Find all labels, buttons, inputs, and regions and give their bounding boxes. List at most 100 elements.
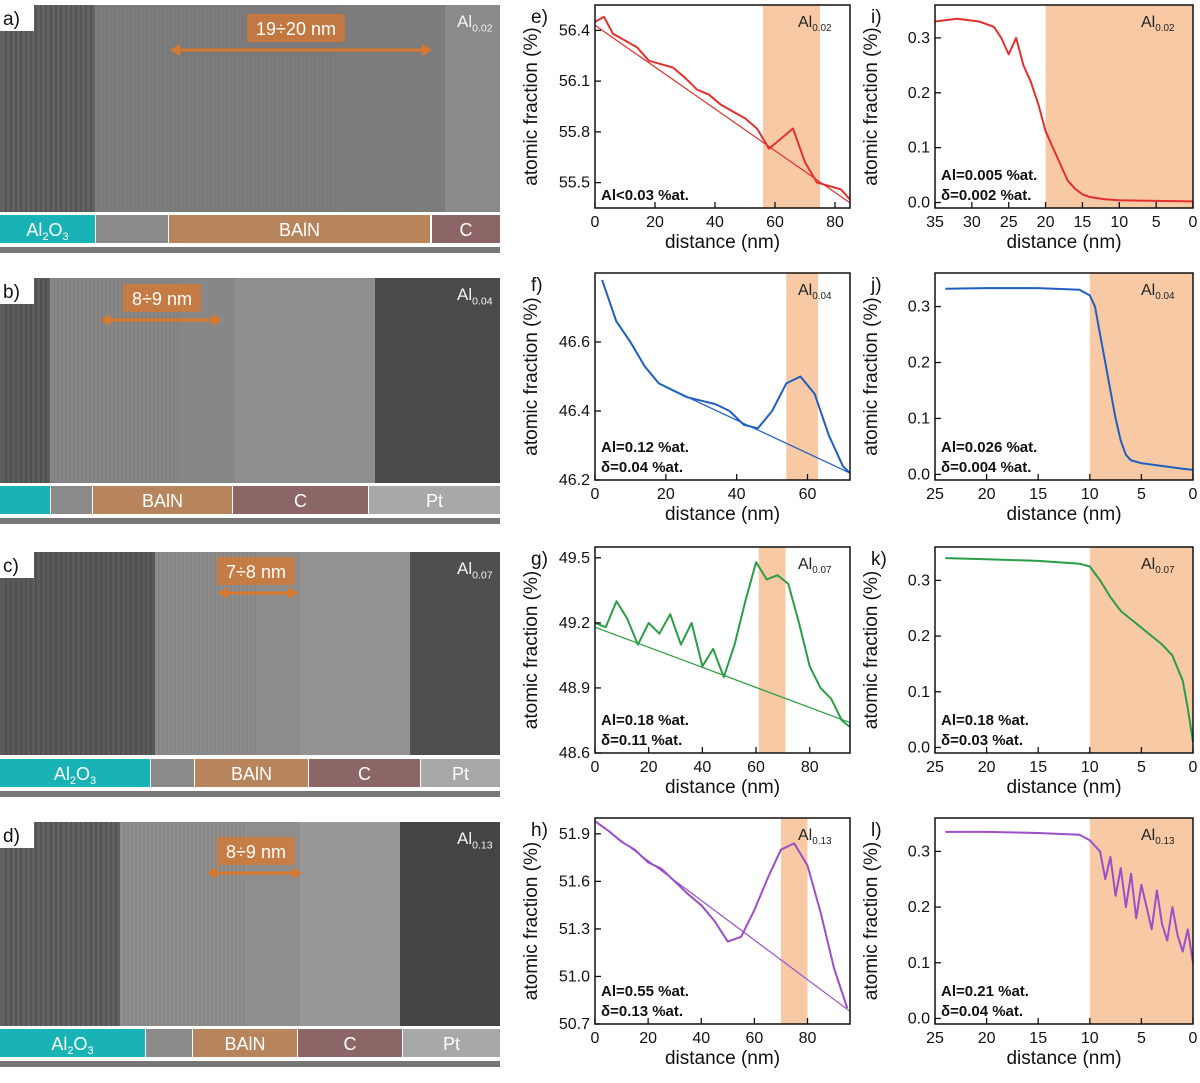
fit-line bbox=[672, 389, 851, 474]
layer-label: C bbox=[460, 220, 473, 240]
y-tick-label: 0.3 bbox=[908, 299, 930, 316]
layer-label-sub: 2 bbox=[67, 1045, 73, 1057]
sample-tag: Al0.04 bbox=[1141, 282, 1175, 302]
y-tick-label: 0.1 bbox=[908, 410, 930, 427]
sample-tag: Al0.02 bbox=[798, 14, 832, 34]
width-label-bg bbox=[123, 284, 201, 312]
x-tick-label: 40 bbox=[706, 214, 724, 231]
x-tick-label: 60 bbox=[747, 759, 765, 776]
layer-gap bbox=[146, 1029, 192, 1057]
sample-tag-sub: 0.04 bbox=[472, 295, 493, 307]
shaded-region bbox=[1045, 5, 1193, 208]
sample-tag: Al0.13 bbox=[1141, 827, 1175, 847]
shaded-region bbox=[786, 273, 819, 480]
layer-label: BAlN bbox=[142, 491, 183, 511]
y-tick-label: 51.9 bbox=[559, 826, 590, 843]
width-label: 19÷20 nm bbox=[256, 19, 336, 39]
y-axis-label: atomic fraction (%) bbox=[861, 571, 882, 729]
layer-label: BAlN bbox=[279, 220, 320, 240]
y-tick-label: 55.5 bbox=[559, 175, 590, 192]
width-arrow-head-right bbox=[212, 314, 222, 326]
y-tick-label: 55.8 bbox=[559, 124, 590, 141]
layer-c bbox=[233, 486, 368, 514]
sample-tag-sub: 0.07 bbox=[1155, 565, 1175, 576]
chart-h: 0 20 40 60 80 50.7 51.0 51.3 51.6 51.9 distance (n… bbox=[521, 817, 851, 1069]
x-axis-label: distance (nm) bbox=[1006, 777, 1121, 798]
annotation: δ=0.002 %at. bbox=[941, 187, 1031, 204]
layer-label-part: O bbox=[49, 220, 63, 240]
plot-frame bbox=[934, 546, 1194, 754]
y-tick-label: 51.3 bbox=[559, 921, 590, 938]
x-axis-label: distance (nm) bbox=[665, 232, 780, 253]
sample-tag-sub: 0.07 bbox=[472, 569, 493, 581]
layer-baln bbox=[193, 1029, 297, 1057]
x-tick-label: 0 bbox=[1189, 1030, 1198, 1047]
chart-i: 35 30 25 20 15 10 5 0 0.0 0.1 0.2 0.3 distance (nm) a… bbox=[861, 4, 1198, 253]
panel-letter-bg bbox=[0, 5, 34, 31]
width-arrow-head-left bbox=[218, 587, 228, 599]
x-tick-label: 40 bbox=[728, 486, 746, 503]
chart-j: 25 20 15 10 5 0 0.0 0.1 0.2 0.3 distance (nm) atomi… bbox=[861, 272, 1198, 525]
annotation: δ=0.13 %at. bbox=[601, 1003, 683, 1020]
width-label-bg bbox=[217, 557, 295, 585]
plot-frame bbox=[934, 272, 1194, 481]
scale-strip bbox=[0, 1061, 500, 1067]
panel-letter: g) bbox=[531, 549, 548, 570]
x-tick-label: 15 bbox=[1029, 1030, 1047, 1047]
micrograph-region bbox=[50, 278, 235, 483]
y-tick-label: 49.2 bbox=[559, 615, 590, 632]
y-axis-label: atomic fraction (%) bbox=[521, 842, 542, 1000]
y-tick-label: 0.3 bbox=[908, 572, 930, 589]
layer-label: BAlN bbox=[224, 1034, 265, 1054]
micrograph-region bbox=[400, 822, 500, 1026]
x-tick-label: 25 bbox=[926, 759, 944, 776]
width-arrow-head-right bbox=[292, 867, 302, 879]
sample-tag-sub: 0.13 bbox=[812, 836, 832, 847]
y-tick-label: 0.0 bbox=[908, 739, 930, 756]
x-axis-label: distance (nm) bbox=[665, 1048, 780, 1069]
x-tick-label: 0 bbox=[1189, 759, 1198, 776]
annotation: δ=0.03 %at. bbox=[941, 732, 1023, 749]
sample-tag-base: Al bbox=[457, 829, 472, 848]
sample-tag-base: Al bbox=[457, 12, 472, 31]
micrograph-region bbox=[300, 822, 400, 1026]
layer-label-sub: 3 bbox=[63, 231, 69, 243]
x-tick-label: 0 bbox=[591, 214, 600, 231]
width-arrow-head-left bbox=[207, 867, 217, 879]
x-tick-label: 10 bbox=[1110, 214, 1128, 231]
data-line bbox=[594, 15, 851, 201]
x-tick-label: 15 bbox=[1029, 759, 1047, 776]
y-tick-label: 56.1 bbox=[559, 73, 590, 90]
layer-baln bbox=[195, 759, 308, 787]
layer-label: Al2O3 bbox=[26, 220, 68, 243]
shaded-region bbox=[1089, 273, 1193, 480]
x-axis-label: distance (nm) bbox=[665, 777, 780, 798]
layer-baln bbox=[169, 215, 430, 243]
panel-letter: e) bbox=[531, 7, 548, 28]
sample-tag-base: Al bbox=[798, 827, 812, 844]
x-tick-label: 60 bbox=[766, 214, 784, 231]
plot-frame bbox=[934, 4, 1194, 209]
panel-letter: b) bbox=[3, 282, 20, 303]
layer-label-sub: 3 bbox=[88, 1045, 94, 1057]
micrograph-region bbox=[0, 278, 50, 483]
data-line bbox=[601, 279, 851, 474]
layer-pt bbox=[403, 1029, 500, 1057]
layer-label: Pt bbox=[426, 491, 443, 511]
y-tick-label: 46.2 bbox=[559, 472, 590, 489]
width-arrow-head-right bbox=[422, 44, 432, 56]
micrograph-region bbox=[0, 822, 120, 1026]
annotation: Al=0.18 %at. bbox=[941, 712, 1029, 729]
panel-letter: c) bbox=[3, 556, 19, 577]
scale-strip bbox=[0, 518, 500, 524]
x-axis-label: distance (nm) bbox=[665, 504, 780, 525]
fit-line bbox=[594, 24, 851, 204]
layer-label: Pt bbox=[443, 1034, 460, 1054]
shaded-region bbox=[763, 5, 820, 208]
chart-g: 0 20 40 60 80 48.6 48.9 49.2 49.5 distance (nm) at… bbox=[521, 546, 851, 798]
annotation: Al=0.12 %at. bbox=[601, 439, 689, 456]
x-tick-label: 20 bbox=[646, 214, 664, 231]
